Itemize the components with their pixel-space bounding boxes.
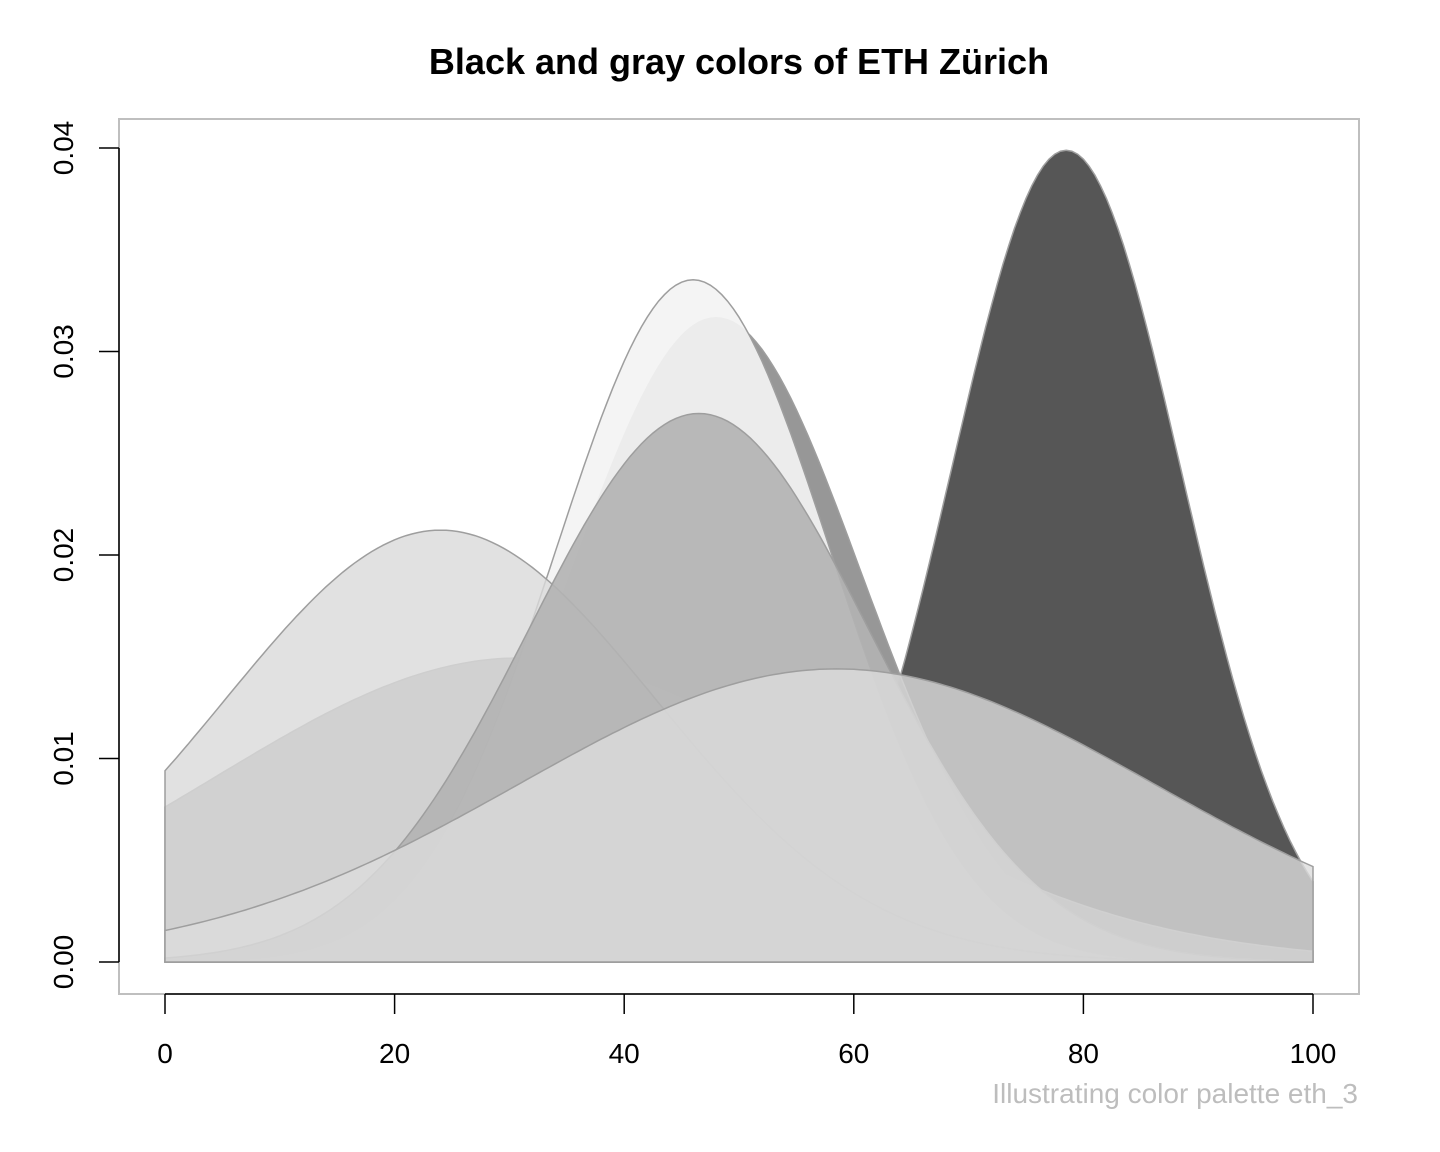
x-tick-label-5: 100 [1290, 1038, 1337, 1069]
y-axis: 0.00 0.01 0.02 0.03 0.04 [48, 121, 120, 990]
x-tick-label-0: 0 [157, 1038, 173, 1069]
density-area-7 [164, 668, 1314, 963]
x-tick-label-3: 60 [838, 1038, 869, 1069]
x-tick-label-4: 80 [1068, 1038, 1099, 1069]
y-tick-label-2: 0.02 [48, 528, 79, 583]
series-layer [164, 149, 1314, 963]
x-axis: 0 20 40 60 80 100 [157, 993, 1337, 1069]
chart-caption: Illustrating color palette eth_3 [992, 1078, 1358, 1109]
x-tick-label-1: 20 [379, 1038, 410, 1069]
y-tick-label-1: 0.01 [48, 731, 79, 786]
x-tick-label-2: 40 [609, 1038, 640, 1069]
y-tick-label-3: 0.03 [48, 324, 79, 379]
chart-title: Black and gray colors of ETH Zürich [429, 41, 1049, 82]
y-tick-label-0: 0.00 [48, 935, 79, 990]
y-tick-label-4: 0.04 [48, 121, 79, 176]
